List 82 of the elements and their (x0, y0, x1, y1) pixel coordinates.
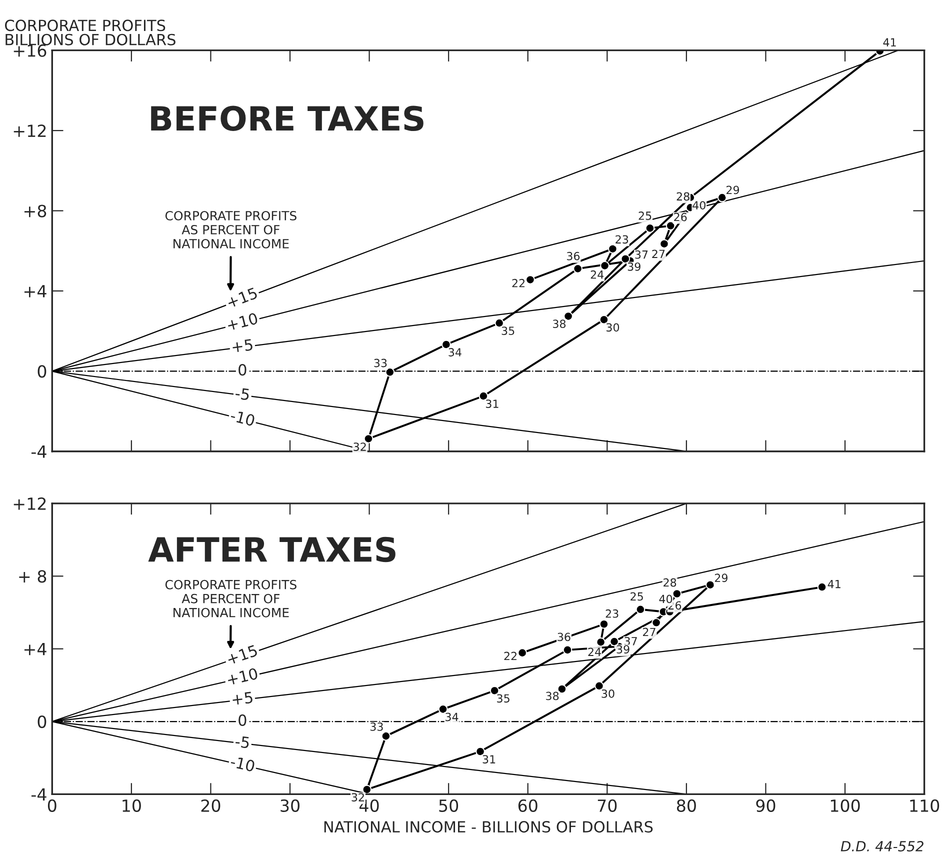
text: BEFORE TAXES (151, 106, 424, 132)
annotation: 35 (497, 694, 510, 703)
y-tick-label: -4 (31, 446, 46, 458)
annotation: 29 (714, 574, 728, 582)
annotation: 24 (590, 270, 604, 279)
series-label: 0 (238, 714, 246, 726)
annotation: 22 (504, 652, 516, 660)
annotation: 23 (616, 235, 628, 244)
x-tick-label: 80 (676, 799, 696, 812)
annotation: 39 (616, 645, 630, 654)
annotation: 31 (486, 400, 498, 408)
annotation: 29 (726, 186, 740, 194)
x-tick-label: 40 (360, 799, 379, 812)
text: +5 (232, 338, 253, 353)
y-tick-label: +8 (24, 204, 46, 218)
annotation: 36 (566, 252, 580, 260)
annotation: 33 (374, 358, 387, 368)
annotation: 33 (370, 722, 383, 731)
text: -5 (235, 387, 250, 400)
annotation: 35 (502, 326, 514, 336)
y-tick-label: 0 (38, 715, 46, 728)
annotation: 26 (674, 212, 687, 222)
text: D.D. 44-552 (840, 840, 924, 852)
annotation: 38 (553, 320, 566, 328)
x-tick-label: 70 (598, 799, 617, 812)
y-tick-label: +16 (14, 44, 46, 57)
x-tick-label: 110 (910, 799, 940, 812)
annotation: 32 (354, 442, 366, 451)
text: -10 (230, 756, 256, 772)
y-tick-label: + 8 (19, 570, 46, 583)
annotation: 24 (588, 648, 601, 656)
annotation: 36 (558, 632, 570, 642)
y-tick-label: +12 (14, 497, 46, 510)
annotation: 39 (628, 262, 640, 271)
annotation: 34 (446, 712, 458, 722)
text: AFTER TAXES (148, 536, 396, 562)
annotation: 27 (652, 250, 665, 258)
annotation: 23 (606, 609, 618, 618)
annotation: 26 (668, 601, 682, 610)
x-tick-label: 90 (756, 799, 776, 812)
text: -10 (230, 409, 256, 426)
annotation: 38 (546, 692, 559, 700)
text: +10 (226, 668, 258, 686)
annotation: CORPORATE PROFITS AS PERCENT OF NATIONAL INCOME (165, 580, 296, 618)
x-tick-label: 60 (518, 799, 538, 812)
annotation: 34 (448, 348, 462, 356)
annotation: 28 (664, 578, 676, 587)
annotation: 41 (883, 38, 896, 46)
legend-label: +15 (226, 287, 258, 308)
y-tick-label: 0 (38, 365, 46, 378)
annotation: 40 (692, 201, 706, 210)
annotation: 30 (606, 323, 620, 332)
annotation: 40 (659, 594, 672, 604)
annotation: 25 (630, 592, 643, 601)
annotation: 28 (676, 192, 690, 201)
series-label: 0 (238, 364, 246, 376)
text: +10 (226, 312, 258, 331)
annotation: 37 (635, 250, 648, 259)
annotation: 22 (512, 278, 524, 288)
annotation: 25 (638, 212, 652, 220)
y-tick-label: +12 (14, 124, 46, 137)
annotation: CORPORATE PROFITS AS PERCENT OF NATIONAL INCOME (165, 210, 296, 248)
legend-label: +15 (226, 644, 258, 666)
x-tick-label: 100 (830, 799, 860, 812)
annotation: 41 (828, 580, 840, 588)
text: +5 (232, 692, 253, 706)
annotation: 37 (624, 636, 637, 646)
x-tick-label: 50 (439, 799, 458, 812)
y-axis-title: CORPORATE PROFITS BILLIONS OF DOLLARS (5, 20, 176, 46)
x-tick-label: 20 (201, 799, 220, 812)
annotation: 31 (482, 755, 496, 764)
y-tick-label: +4 (24, 643, 46, 656)
y-tick-label: +4 (24, 285, 46, 298)
y-tick-label: -4 (31, 788, 46, 801)
x-tick-label: 0 (48, 799, 56, 812)
x-tick-label: 10 (122, 799, 141, 812)
x-tick-label: 30 (280, 799, 300, 812)
x-axis-title: NATIONAL INCOME - BILLIONS OF DOLLARS (324, 821, 653, 833)
text: -5 (235, 736, 250, 748)
annotation: 30 (602, 689, 614, 698)
annotation: 27 (643, 628, 656, 636)
annotation: 32 (352, 793, 364, 802)
